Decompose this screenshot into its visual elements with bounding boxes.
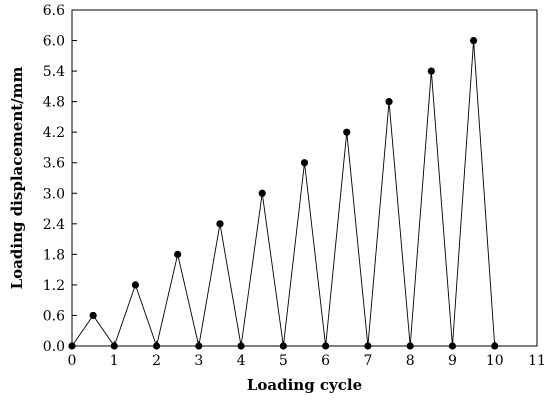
y-tick-label: 0.0 <box>43 339 65 355</box>
x-tick-label: 4 <box>237 353 246 369</box>
x-tick-label: 5 <box>279 353 288 369</box>
data-point <box>406 342 414 350</box>
y-axis-ticks: 0.0 0.6 1.2 1.8 2.4 3.0 3.6 4.2 4.8 5.4 6.0 6.6 <box>43 3 77 355</box>
y-tick-label: 0.6 <box>43 308 65 324</box>
data-point <box>110 342 118 350</box>
data-point <box>89 311 97 320</box>
x-tick-label: 0 <box>68 353 77 369</box>
x-tick-label: 10 <box>486 353 504 369</box>
x-tick-label: 9 <box>448 353 457 369</box>
y-tick-label: 1.2 <box>43 278 65 294</box>
data-point <box>448 342 457 350</box>
data-point <box>300 159 309 167</box>
series-layer <box>68 36 499 350</box>
x-axis-ticks: 0 1 2 3 4 5 6 7 8 9 10 11 <box>68 341 546 369</box>
data-point <box>491 342 499 350</box>
data-point <box>469 36 478 45</box>
x-tick-label: 1 <box>110 353 119 369</box>
data-point <box>364 342 372 350</box>
data-point <box>216 220 224 228</box>
x-tick-label: 2 <box>152 353 161 369</box>
data-point <box>279 342 287 350</box>
y-tick-label: 6.0 <box>43 34 65 50</box>
data-point <box>68 342 76 350</box>
data-point <box>131 281 140 289</box>
y-tick-label: 6.6 <box>43 3 65 19</box>
y-tick-label: 3.6 <box>43 156 65 172</box>
x-axis-title: Loading cycle <box>247 376 362 394</box>
y-tick-label: 5.4 <box>43 64 65 80</box>
data-point <box>322 342 330 350</box>
data-point <box>195 342 203 350</box>
x-tick-label: 11 <box>528 353 546 369</box>
data-point <box>258 189 266 197</box>
data-point <box>343 128 351 136</box>
y-axis-title: Loading displacement/mm <box>8 66 26 289</box>
data-point <box>174 250 182 258</box>
y-tick-label: 3.0 <box>43 186 65 202</box>
data-point <box>237 342 245 350</box>
data-point <box>152 342 161 350</box>
y-tick-label: 4.2 <box>43 125 65 141</box>
x-tick-label: 3 <box>194 353 203 369</box>
plot-frame <box>71 9 538 347</box>
x-tick-label: 8 <box>406 353 415 369</box>
y-tick-label: 1.8 <box>43 247 65 263</box>
x-tick-label: 7 <box>363 353 372 369</box>
data-point <box>385 98 393 106</box>
y-tick-label: 4.8 <box>43 95 65 111</box>
series-line <box>71 40 496 348</box>
data-point <box>427 67 435 75</box>
x-tick-label: 6 <box>321 353 330 369</box>
y-tick-label: 2.4 <box>43 217 65 233</box>
